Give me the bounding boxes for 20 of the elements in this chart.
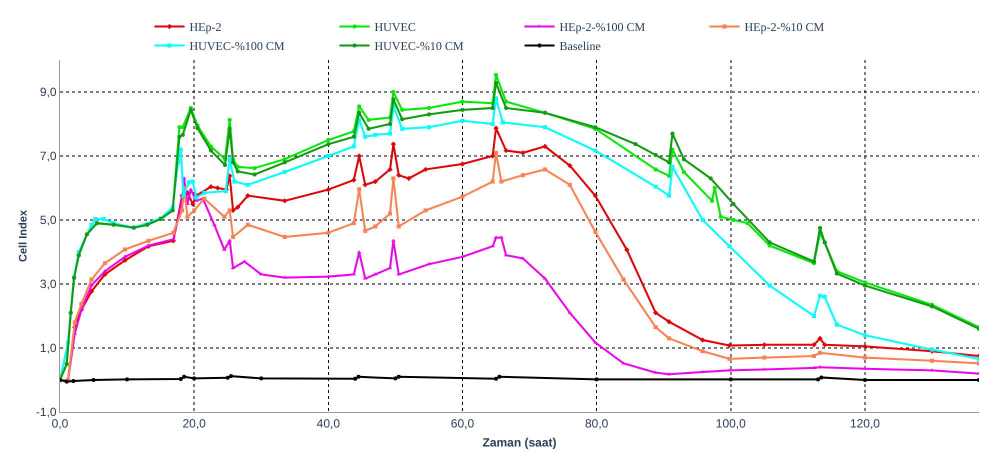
legend-label: HEp-2 [190, 20, 222, 34]
legend-label: HUVEC-%10 CM [374, 39, 464, 54]
y-tick-label: 7,0 [40, 149, 57, 164]
x-tick-label: 40,0 [316, 416, 340, 430]
y-tick-label: 9,0 [40, 85, 57, 100]
y-tick-label: 1,0 [40, 341, 57, 356]
x-tick-label: 20,0 [182, 416, 206, 430]
x-tick-label: 80,0 [584, 416, 609, 430]
legend-label: HUVEC-%100 CM [190, 39, 285, 54]
legend-label: Baseline [560, 39, 601, 54]
y-axis-title: Cell Index [18, 209, 30, 262]
y-tick-label: 3,0 [40, 277, 57, 292]
x-tick-label: 100,0 [716, 416, 746, 430]
y-tick-label: 5,0 [40, 213, 57, 228]
x-tick-label: 120,0 [850, 416, 880, 430]
legend-label: HEp-2-%100 CM [560, 20, 646, 34]
legend-label: HUVEC [374, 20, 416, 34]
legend-label: HEp-2-%10 CM [744, 20, 824, 34]
x-tick-label: 60,0 [450, 416, 474, 430]
x-axis-title: Zaman (saat) [482, 435, 557, 450]
